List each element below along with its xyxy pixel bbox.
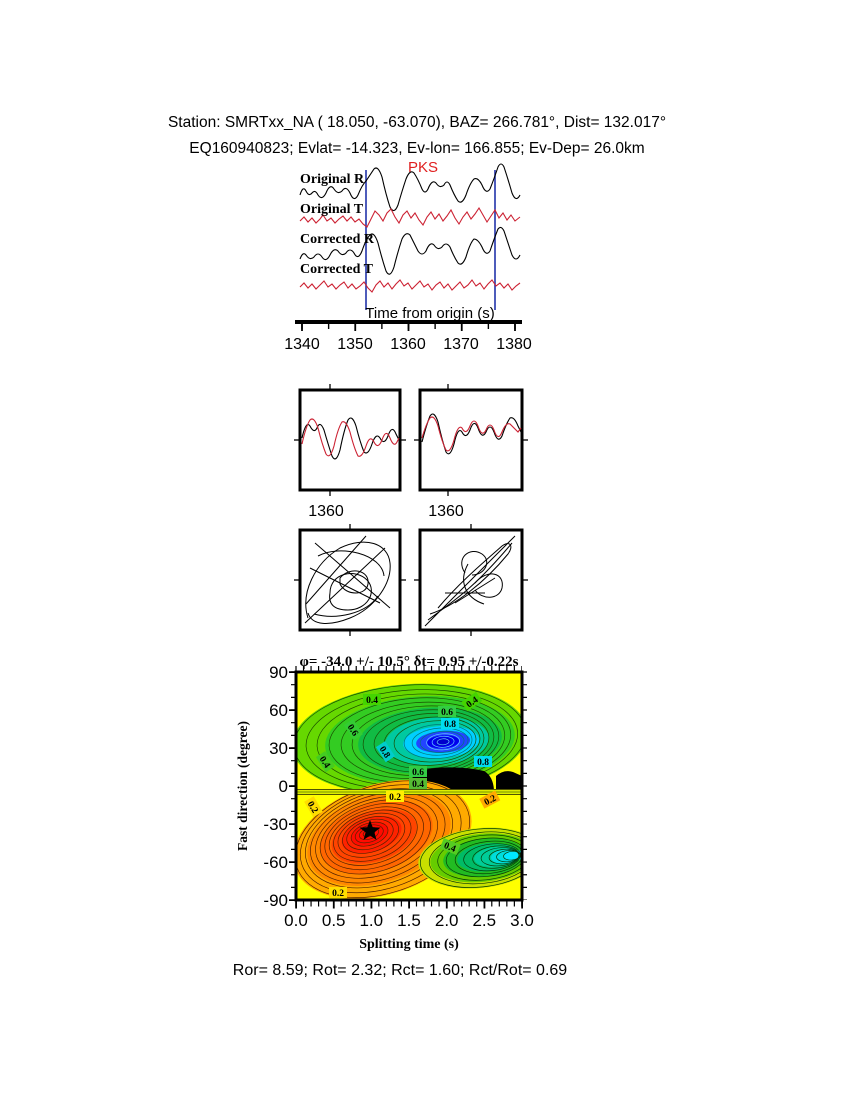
time-tick-1360: 1360 — [390, 336, 426, 353]
trace-label-original-r: Original R — [300, 172, 365, 187]
contour-ylabel: Fast direction (degree) — [235, 721, 250, 851]
station-title: Station: SMRTxx_NA ( 18.050, -63.070), B… — [167, 114, 667, 131]
svg-text:0.6: 0.6 — [412, 768, 424, 778]
trace-label-original-t: Original T — [300, 202, 364, 217]
contour-surface: 0.4 0.4 0.6 0.8 0.6 0.8 0.4 0.8 0.6 0.4 … — [296, 672, 522, 900]
compare-left-red — [301, 418, 400, 457]
time-axis-label: Time from origin (s) — [365, 305, 494, 322]
contour-ticks — [289, 666, 527, 909]
xtick-0: 0.0 — [284, 911, 308, 930]
xtick-05: 0.5 — [322, 911, 346, 930]
svg-text:0.4: 0.4 — [442, 841, 457, 855]
seismogram-panel: PKS Original R Original T Corrected R Co… — [284, 159, 532, 353]
svg-text:0.4: 0.4 — [412, 780, 424, 790]
svg-text:0.4: 0.4 — [366, 696, 378, 706]
compare-right-time-label: 1360 — [428, 503, 464, 520]
svg-text:0.8: 0.8 — [477, 758, 489, 768]
svg-text:0.2: 0.2 — [389, 793, 401, 803]
time-tick-1340: 1340 — [284, 336, 320, 353]
contour-level-labels: 0.4 0.4 0.6 0.8 0.6 0.8 0.4 0.8 0.6 0.4 … — [304, 691, 501, 899]
quality-stats: Ror= 8.59; Rot= 2.32; Rct= 1.60; Rct/Rot… — [232, 962, 568, 979]
particle-motion-box-right — [418, 528, 524, 632]
compare-left-time-label: 1360 — [308, 503, 344, 520]
svg-text:0.6: 0.6 — [441, 708, 453, 718]
ytick-m30: -30 — [263, 815, 288, 834]
window-panels: 1360 1360 — [294, 384, 528, 636]
contour-title: φ= -34.0 +/- 10.5° δt= 0.95 +/-0.22s — [300, 654, 519, 670]
svg-text:0.2: 0.2 — [332, 889, 344, 899]
splitting-contour-map: φ= -34.0 +/- 10.5° δt= 0.95 +/-0.22s — [235, 654, 534, 952]
ytick-60: 60 — [269, 701, 288, 720]
trace-original-t — [299, 206, 521, 228]
trace-label-corrected-t: Corrected T — [300, 262, 374, 277]
ytick-30: 30 — [269, 739, 288, 758]
compare-right-black — [421, 413, 522, 455]
time-tick-1380: 1380 — [496, 336, 532, 353]
ytick-m60: -60 — [263, 853, 288, 872]
svg-text:0.8: 0.8 — [444, 720, 456, 730]
waveform-compare-box-left — [298, 388, 402, 492]
waveform-panel-ticks — [294, 384, 528, 496]
trace-corrected-r — [299, 226, 521, 275]
event-title: EQ160940823; Evlat= -14.323, Ev-lon= 166… — [189, 140, 645, 157]
waveform-compare-box-right — [418, 388, 524, 492]
best-fit-star — [359, 820, 381, 840]
xtick-10: 1.0 — [359, 911, 383, 930]
time-tick-1350: 1350 — [337, 336, 373, 353]
particle-panel-ticks — [294, 524, 528, 636]
time-tick-1370: 1370 — [443, 336, 479, 353]
xtick-15: 1.5 — [397, 911, 421, 930]
trace-corrected-t — [299, 279, 521, 293]
ytick-m90: -90 — [263, 891, 288, 910]
ytick-90: 90 — [269, 663, 288, 682]
xtick-30: 3.0 — [510, 911, 534, 930]
xtick-20: 2.0 — [435, 911, 459, 930]
compare-left-black — [301, 417, 400, 460]
particle-motion-right — [424, 535, 516, 627]
ytick-0: 0 — [279, 777, 288, 796]
contour-xlabel: Splitting time (s) — [359, 937, 459, 952]
compare-right-red — [421, 416, 522, 452]
xtick-25: 2.5 — [472, 911, 496, 930]
particle-motion-box-left — [298, 528, 402, 632]
phase-label: PKS — [408, 159, 438, 176]
trace-label-corrected-r: Corrected R — [300, 232, 375, 247]
particle-motion-left — [304, 535, 391, 624]
trace-original-r — [299, 163, 521, 212]
